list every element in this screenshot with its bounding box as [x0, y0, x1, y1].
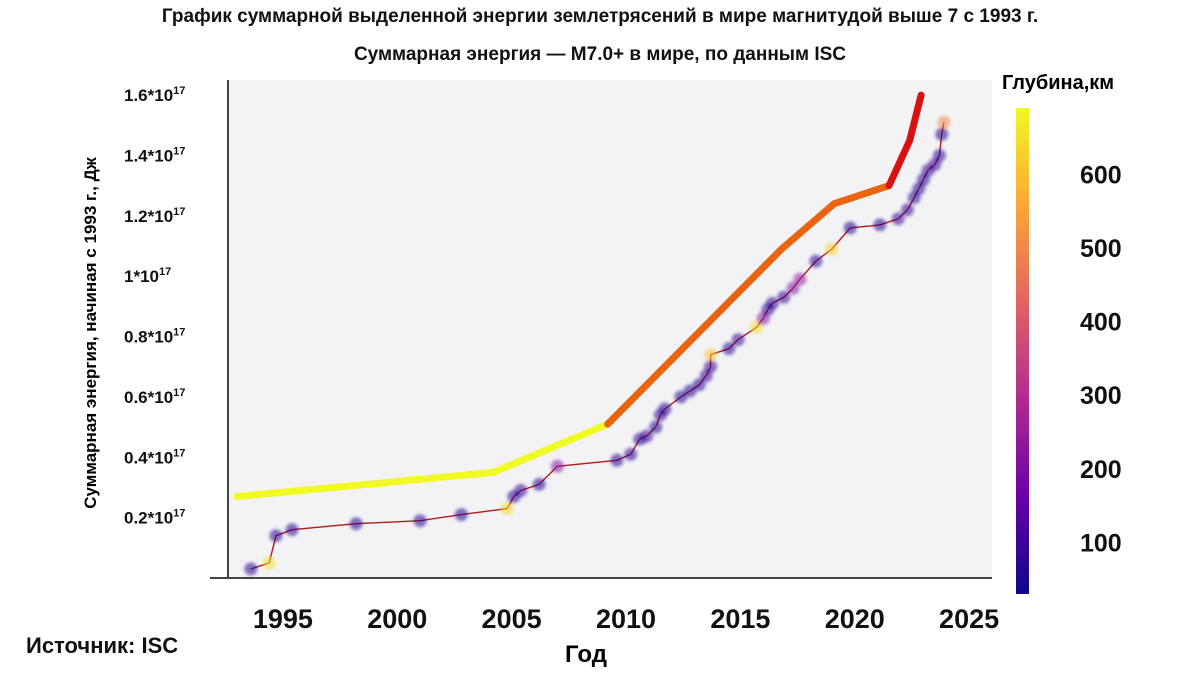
- data-point: [674, 390, 688, 404]
- y-tick-label: 0.6*1017: [124, 387, 185, 407]
- data-point: [649, 420, 663, 434]
- x-tick-label: 1995: [253, 604, 313, 634]
- data-point: [244, 562, 258, 576]
- data-point: [500, 502, 514, 516]
- trend-segment-2: [604, 182, 893, 428]
- chart-subtitle: Суммарная энергия — M7.0+ в мире, по дан…: [353, 44, 847, 65]
- y-tick-label: 1.2*1017: [124, 206, 185, 226]
- colorbar-tick-label: 200: [1080, 456, 1122, 484]
- data-point: [285, 523, 299, 537]
- colorbar-gradient: [1016, 108, 1029, 594]
- x-axis-label: Год: [565, 641, 607, 668]
- data-point: [900, 203, 914, 217]
- data-point: [704, 360, 718, 374]
- data-point: [809, 254, 823, 268]
- data-point: [454, 508, 468, 522]
- data-point: [349, 517, 363, 531]
- data-point: [777, 290, 791, 304]
- y-tick-label: 1.6*1017: [124, 85, 185, 105]
- data-point: [269, 529, 283, 543]
- trend-segment-3: [885, 91, 925, 190]
- data-point: [932, 149, 946, 162]
- data-point: [514, 484, 528, 497]
- data-point: [749, 321, 763, 334]
- data-point: [413, 514, 427, 528]
- y-tick-label: 0.2*1017: [124, 508, 185, 528]
- colorbar-tick-label: 600: [1080, 161, 1122, 189]
- data-point: [658, 402, 672, 416]
- x-tick-label: 2005: [482, 604, 542, 634]
- source-note: Источник: ISC: [26, 633, 179, 658]
- data-point: [843, 221, 857, 235]
- data-point: [937, 115, 951, 129]
- data-point: [550, 459, 564, 473]
- colorbar-tick-label: 500: [1080, 235, 1122, 263]
- x-tick-label: 2025: [939, 604, 999, 634]
- data-point: [640, 429, 654, 443]
- x-tick-label: 2020: [825, 604, 885, 634]
- plot-area: [228, 80, 992, 578]
- data-point: [704, 348, 718, 362]
- data-point: [873, 218, 887, 232]
- data-point: [610, 453, 624, 467]
- data-point: [935, 127, 949, 141]
- colorbar-tick-label: 400: [1080, 309, 1122, 337]
- colorbar-tick-label: 100: [1080, 530, 1122, 558]
- data-point: [786, 281, 800, 295]
- data-point: [624, 447, 638, 461]
- data-point: [891, 212, 905, 226]
- y-tick-label: 0.4*1017: [124, 447, 185, 467]
- y-tick-label: 1.4*1017: [124, 146, 185, 166]
- y-tick-label: 0.8*1017: [124, 327, 185, 347]
- colorbar-tick-label: 300: [1080, 382, 1122, 410]
- data-point: [692, 378, 706, 392]
- data-point: [722, 342, 736, 356]
- y-axis-label: Суммарная энергия, начиная с 1993 г., Дж: [81, 156, 100, 508]
- trend-segment-1: [233, 420, 612, 500]
- data-point: [825, 242, 839, 256]
- data-point: [262, 556, 276, 570]
- chart-title: График суммарной выделенной энергии земл…: [161, 6, 1039, 27]
- x-tick-label: 2000: [367, 604, 427, 634]
- x-tick-label: 2015: [710, 604, 770, 634]
- data-point: [532, 477, 546, 491]
- x-tick-label: 2010: [596, 604, 656, 634]
- data-point: [683, 384, 697, 398]
- y-tick-label: 1*1017: [124, 266, 171, 286]
- data-point: [731, 333, 745, 347]
- data-point: [765, 296, 779, 310]
- data-point: [793, 272, 807, 286]
- colorbar-label: Глубина,км: [1002, 72, 1114, 94]
